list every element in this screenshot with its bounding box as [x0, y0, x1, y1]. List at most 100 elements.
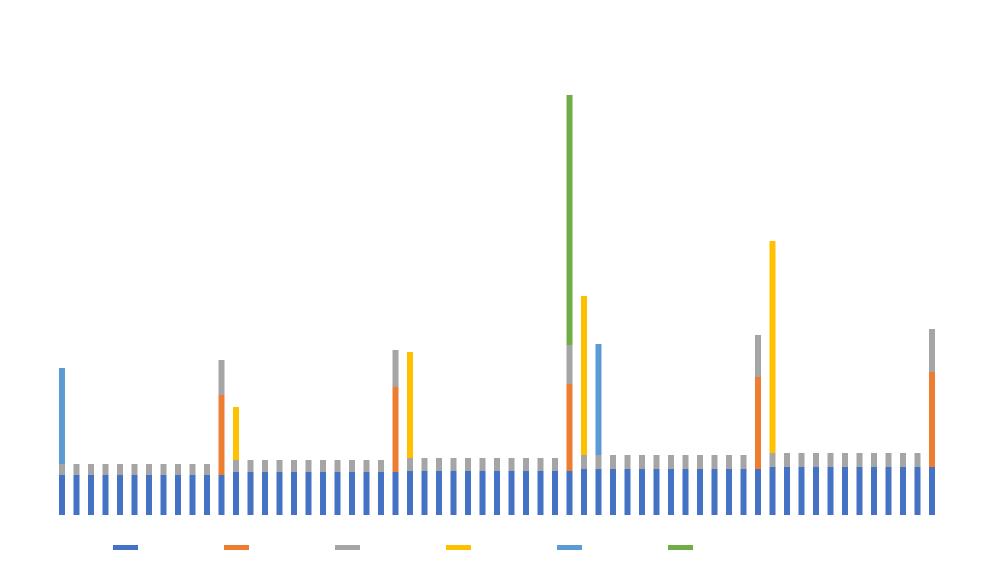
bar-segment — [450, 458, 457, 471]
bar-segment — [523, 471, 529, 515]
bar-segment — [349, 472, 355, 515]
bar-segment — [247, 460, 254, 472]
bar-segment — [566, 384, 573, 471]
legend-swatch — [668, 545, 693, 550]
legend-swatch — [335, 545, 360, 550]
bar-segment — [407, 471, 413, 515]
bar-segment — [755, 469, 761, 515]
bar-segment — [494, 458, 500, 471]
bar-segment — [624, 469, 631, 515]
bar-segment — [146, 475, 152, 515]
bar-segment — [653, 469, 660, 515]
bar-segment — [392, 387, 399, 472]
bar-segment — [813, 453, 819, 467]
bar-segment — [697, 455, 703, 469]
bar-segment — [378, 460, 384, 472]
bar-segment — [233, 407, 239, 460]
bar-segment — [813, 467, 819, 515]
bar-segment — [465, 458, 471, 471]
bar-segment — [479, 471, 486, 515]
bar-segment — [233, 460, 239, 472]
bar-segment — [537, 458, 544, 471]
bar-segment — [117, 464, 123, 475]
bar-segment — [189, 464, 196, 475]
bar-segment — [175, 464, 181, 475]
bar-segment — [668, 469, 674, 515]
bar-segment — [204, 464, 210, 475]
bar-segment — [711, 455, 718, 469]
bar-segment — [639, 455, 645, 469]
bar-segment — [59, 475, 65, 515]
bar-segment — [291, 460, 297, 472]
bar-segment — [769, 467, 776, 515]
bar-segment — [407, 352, 413, 458]
bar-segment — [595, 469, 602, 515]
line — [61, 261, 571, 502]
bar-segment — [508, 471, 515, 515]
bar-segment — [842, 453, 848, 467]
bar-segment — [537, 471, 544, 515]
bar-segment — [305, 472, 312, 515]
bar-segment — [276, 460, 283, 472]
bar-segment — [552, 458, 558, 471]
legend-swatch — [224, 545, 249, 550]
bar-segment — [73, 475, 80, 515]
bar-segment — [421, 458, 428, 471]
bar-segment — [73, 464, 80, 475]
bar-segment — [102, 475, 109, 515]
bar-segment — [581, 469, 587, 515]
bar-segment — [566, 345, 573, 384]
bar-segment — [88, 464, 94, 475]
bar-segment — [131, 475, 138, 515]
bar-segment — [639, 469, 645, 515]
bar-segment — [624, 455, 631, 469]
bar-segment — [769, 241, 776, 453]
bar-segment — [929, 467, 935, 515]
bar-segment — [697, 469, 703, 515]
bar-segment — [929, 329, 935, 372]
bar-segment — [508, 458, 515, 471]
bar-segment — [769, 453, 776, 467]
bar-segment — [465, 471, 471, 515]
bar-segment — [233, 472, 239, 515]
bar-segment — [378, 472, 384, 515]
bar-segment — [856, 467, 863, 515]
bar-segment — [798, 467, 805, 515]
bar-segment — [682, 469, 689, 515]
bar-segment — [900, 453, 906, 467]
bar-segment — [668, 455, 674, 469]
bar-segment — [421, 471, 428, 515]
legend-swatch — [113, 545, 138, 550]
bar-segment — [262, 460, 268, 472]
bar-segment — [914, 467, 921, 515]
legend-swatch — [779, 545, 804, 550]
bar-segment — [610, 469, 616, 515]
bar-segment — [929, 372, 935, 467]
bar-segment — [407, 458, 413, 471]
bar-segment — [218, 360, 225, 395]
bar-segment — [726, 455, 732, 469]
bar-segment — [392, 350, 399, 387]
bar-segment — [827, 467, 834, 515]
bar-segment — [740, 455, 747, 469]
bar-segment — [88, 475, 94, 515]
bar-segment — [595, 344, 602, 455]
bar-segment — [610, 455, 616, 469]
bar-segment — [479, 458, 486, 471]
bar-segment — [160, 464, 167, 475]
bar-segment — [102, 464, 109, 475]
bar-segment — [204, 475, 210, 515]
bar-segment — [871, 467, 877, 515]
bar-segment — [59, 464, 65, 475]
bar-segment — [131, 464, 138, 475]
bar-segment — [711, 469, 718, 515]
bar-segment — [566, 95, 573, 345]
bar-segment — [349, 460, 355, 472]
bar-segment — [175, 475, 181, 515]
bar-segment — [581, 296, 587, 455]
bar-segment — [885, 467, 892, 515]
bar-segment — [334, 472, 341, 515]
bar-segment — [726, 469, 732, 515]
bar-segment — [320, 460, 326, 472]
